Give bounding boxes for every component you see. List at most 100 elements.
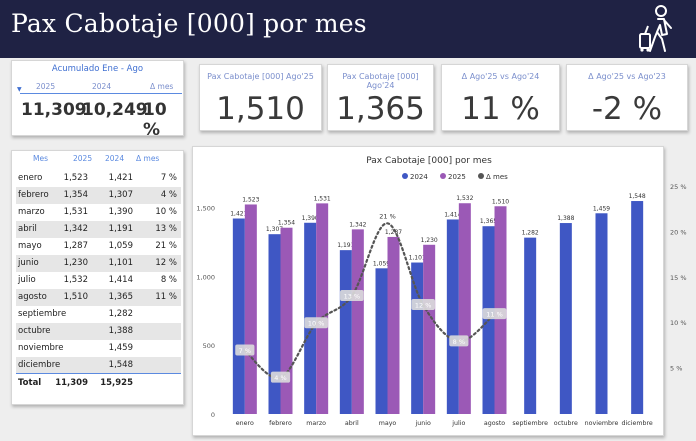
row-2024: 1,388 bbox=[108, 326, 133, 336]
delta-label: 11 % bbox=[486, 311, 503, 319]
bar-2024 bbox=[631, 201, 644, 414]
bar-label-2025: 1,230 bbox=[421, 237, 438, 244]
row-month: noviembre bbox=[18, 343, 64, 353]
x-tick-label: diciembre bbox=[622, 420, 653, 427]
kpi-label: Δ Ago'25 vs Ago'23 bbox=[588, 72, 666, 81]
sort-caret-icon[interactable]: ▼ bbox=[17, 86, 22, 93]
traveler-with-luggage-icon bbox=[639, 5, 672, 52]
x-tick-label: mayo bbox=[379, 420, 397, 427]
row-2024: 1,548 bbox=[108, 360, 133, 370]
delta-label: 10 % bbox=[308, 320, 325, 328]
bar-2024 bbox=[268, 234, 281, 414]
row-2025: 1,230 bbox=[63, 258, 88, 268]
bar-2024 bbox=[411, 262, 424, 414]
accumulated-divider bbox=[20, 93, 182, 94]
bar-label-2024: 1,365 bbox=[480, 218, 497, 225]
row-2025: 1,354 bbox=[63, 190, 88, 200]
table-row[interactable]: abril 1,342 1,191 13 % bbox=[16, 221, 181, 238]
bar-2025 bbox=[316, 203, 329, 414]
table-row[interactable]: julio 1,532 1,414 8 % bbox=[16, 272, 181, 289]
row-month: junio bbox=[18, 258, 39, 268]
row-2025: 1,342 bbox=[63, 224, 88, 234]
bar-label-2024: 1,390 bbox=[302, 215, 319, 222]
row-month: septiembre bbox=[18, 309, 67, 319]
row-month: marzo bbox=[18, 207, 45, 217]
bar-2024 bbox=[375, 268, 388, 414]
x-tick-label: marzo bbox=[306, 420, 326, 427]
row-delta: 8 % bbox=[160, 275, 177, 285]
y-tick-label: 1,000 bbox=[196, 273, 215, 281]
table-row[interactable]: junio 1,230 1,101 12 % bbox=[16, 255, 181, 272]
delta-label: 7 % bbox=[239, 347, 251, 355]
table-row[interactable]: marzo 1,531 1,390 10 % bbox=[16, 204, 181, 221]
table-row[interactable]: mayo 1,287 1,059 21 % bbox=[16, 238, 181, 255]
x-tick-label: enero bbox=[236, 420, 254, 427]
row-2025: 1,510 bbox=[63, 292, 88, 302]
kpi-value: 1,365 bbox=[336, 91, 425, 127]
bar-2024 bbox=[524, 237, 537, 414]
bar-label-2024: 1,059 bbox=[373, 260, 390, 267]
accumulated-value-delta: 10 % bbox=[143, 100, 167, 140]
table-header-2024[interactable]: 2024 bbox=[105, 154, 125, 163]
table-header-delta[interactable]: Δ mes bbox=[136, 154, 160, 163]
table-row[interactable]: febrero 1,354 1,307 4 % bbox=[16, 187, 181, 204]
delta-label-bg bbox=[304, 317, 328, 329]
row-delta: 21 % bbox=[155, 241, 177, 251]
bar-2024 bbox=[232, 218, 245, 414]
x-tick-label: junio bbox=[414, 420, 430, 427]
legend-label: Δ mes bbox=[486, 173, 508, 181]
row-2025: 1,523 bbox=[63, 173, 88, 183]
bar-label-2024: 1,421 bbox=[230, 211, 247, 218]
y-tick-label: 500 bbox=[203, 342, 215, 350]
kpi-label: Pax Cabotaje [000] Ago'25 bbox=[207, 72, 314, 81]
row-month: julio bbox=[18, 275, 36, 285]
table-row[interactable]: noviembre 1,459 bbox=[16, 340, 181, 357]
table-row[interactable]: diciembre 1,548 bbox=[16, 357, 181, 374]
bar-2024 bbox=[559, 223, 572, 414]
legend-marker bbox=[402, 173, 408, 179]
table-row[interactable]: octubre 1,388 bbox=[16, 323, 181, 340]
bar-label-2025: 1,342 bbox=[349, 221, 366, 228]
delta-label: 4 % bbox=[274, 374, 286, 382]
table-row[interactable]: enero 1,523 1,421 7 % bbox=[16, 170, 181, 187]
bar-label-2025: 1,531 bbox=[314, 195, 331, 202]
legend-label: 2024 bbox=[410, 173, 428, 181]
row-2024: 1,365 bbox=[108, 292, 133, 302]
delta-label-bg bbox=[482, 308, 507, 320]
x-tick-label: abril bbox=[345, 420, 359, 427]
row-2024: 1,307 bbox=[108, 190, 133, 200]
bar-label-2025: 1,523 bbox=[242, 196, 259, 203]
total-2025: 11,309 bbox=[55, 378, 88, 388]
accumulated-value-2025: 11,309 bbox=[21, 100, 87, 120]
delta-label: 13 % bbox=[344, 292, 361, 300]
y2-tick-label: 5 % bbox=[670, 365, 682, 373]
row-2024: 1,390 bbox=[108, 207, 133, 217]
bar-2025 bbox=[387, 236, 400, 414]
row-month: diciembre bbox=[18, 360, 61, 370]
row-month: mayo bbox=[18, 241, 42, 251]
accumulated-header-delta: Δ mes bbox=[150, 82, 174, 91]
bar-label-2024: 1,548 bbox=[629, 193, 646, 200]
bar-2024 bbox=[339, 250, 352, 414]
row-2024: 1,282 bbox=[108, 309, 133, 319]
table-header-2025[interactable]: 2025 bbox=[73, 154, 93, 163]
total-2024: 15,925 bbox=[100, 378, 133, 388]
y-tick-label: 0 bbox=[211, 411, 215, 419]
table-row[interactable]: agosto 1,510 1,365 11 % bbox=[16, 289, 181, 306]
chart-card: Pax Cabotaje [000] por mes 2024 2025 Δ mes… bbox=[192, 146, 664, 436]
x-tick-label: octubre bbox=[554, 420, 578, 427]
row-2024: 1,191 bbox=[108, 224, 133, 234]
row-delta: 11 % bbox=[155, 292, 177, 302]
delta-label-bg bbox=[449, 335, 469, 347]
delta-label: 12 % bbox=[415, 302, 432, 310]
kpi-card-delta-ago23: Δ Ago'25 vs Ago'23 -2 % bbox=[566, 64, 688, 131]
row-delta: 10 % bbox=[155, 207, 177, 217]
y2-tick-label: 15 % bbox=[670, 274, 687, 282]
delta-label-bg bbox=[340, 289, 364, 301]
table-header-month[interactable]: Mes bbox=[33, 154, 48, 163]
bar-label-2024: 1,388 bbox=[557, 215, 574, 222]
row-2024: 1,059 bbox=[108, 241, 133, 251]
table-row[interactable]: septiembre 1,282 bbox=[16, 306, 181, 323]
row-delta: 12 % bbox=[155, 258, 177, 268]
x-tick-label: noviembre bbox=[585, 420, 619, 427]
